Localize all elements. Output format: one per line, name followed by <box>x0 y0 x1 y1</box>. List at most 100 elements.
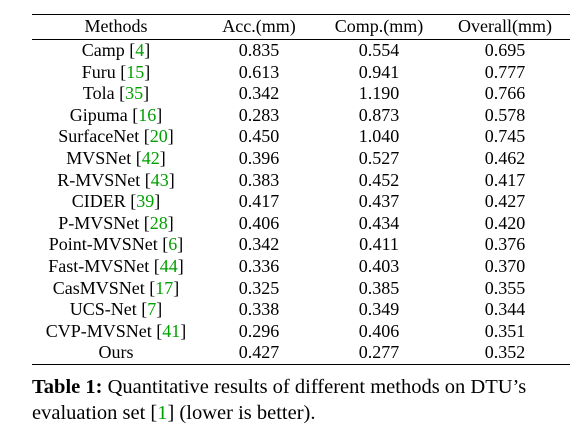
accuracy-cell: 0.296 <box>238 320 280 341</box>
overall-cell: 0.370 <box>484 255 526 276</box>
method-cell: CasMVSNet [17] <box>32 278 200 300</box>
citation-bracket-close: ] <box>144 61 151 82</box>
table-caption: Table 1: Quantitative results of differe… <box>32 374 572 426</box>
method-cell: MVSNet [42] <box>32 148 200 170</box>
citation-bracket-open: [ <box>140 169 151 190</box>
completeness-cell: 0.437 <box>358 191 400 212</box>
citation-link[interactable]: 28 <box>149 212 168 233</box>
method-name: SurfaceNet <box>58 126 140 147</box>
completeness-cell: 0.873 <box>358 104 400 125</box>
overall-cell: 0.344 <box>484 299 526 320</box>
citation-link[interactable]: 39 <box>136 191 155 212</box>
caption-text-before: Quantitative results of different method… <box>32 376 527 424</box>
header-methods: Methods <box>84 16 148 37</box>
method-cell: R-MVSNet [43] <box>32 170 200 192</box>
citation-link[interactable]: 15 <box>126 61 145 82</box>
method-name: Fast-MVSNet <box>48 255 150 276</box>
citation-link[interactable]: 17 <box>155 277 174 298</box>
method-cell: Point-MVSNet [6] <box>32 234 200 256</box>
completeness-cell: 0.411 <box>359 234 399 255</box>
method-name: CIDER <box>71 191 126 212</box>
citation-bracket-close: ] <box>143 83 150 104</box>
citation-bracket-close: ] <box>173 277 180 298</box>
citation-bracket-close: ] <box>177 234 184 255</box>
overall-cell: 0.420 <box>484 212 526 233</box>
citation-bracket-close: ] <box>167 212 174 233</box>
method-name: R-MVSNet <box>57 169 141 190</box>
citation-link[interactable]: 41 <box>162 320 181 341</box>
citation-bracket-open: [ <box>125 191 137 212</box>
caption-citation-link[interactable]: 1 <box>157 402 168 424</box>
caption-text-after: ] (lower is better). <box>167 402 316 424</box>
overall-cell: 0.352 <box>484 342 526 363</box>
method-cell: UCS-Net [7] <box>32 299 200 321</box>
citation-link[interactable]: 20 <box>149 126 168 147</box>
citation-link[interactable]: 44 <box>159 255 178 276</box>
overall-cell: 0.376 <box>484 234 526 255</box>
citation-link[interactable]: 35 <box>125 83 144 104</box>
citation-bracket-open: [ <box>149 255 160 276</box>
method-name: CasMVSNet <box>52 277 145 298</box>
accuracy-cell: 0.342 <box>238 83 280 104</box>
citation-bracket-open: [ <box>124 40 136 60</box>
citation-bracket-close: ] <box>180 320 187 341</box>
table-row: R-MVSNet [43] 0.383 0.452 0.417 <box>32 170 570 192</box>
table-body: Camp [4] 0.835 0.554 0.695 Furu [15] 0.613 0.9… <box>32 40 570 365</box>
citation-link[interactable]: 6 <box>168 234 178 255</box>
table-row: CVP-MVSNet [41] 0.296 0.406 0.351 <box>32 321 570 343</box>
method-name: Gipuma <box>69 104 128 125</box>
header-completeness: Comp.(mm) <box>334 16 424 37</box>
header-overall: Overall(mm) <box>458 16 552 37</box>
citation-link[interactable]: 16 <box>138 104 157 125</box>
accuracy-cell: 0.450 <box>238 126 280 147</box>
method-name: Camp <box>81 40 125 60</box>
completeness-cell: 0.434 <box>358 212 400 233</box>
table-row: Tola [35] 0.342 1.190 0.766 <box>32 83 570 105</box>
completeness-cell: 0.349 <box>358 299 400 320</box>
completeness-cell: 0.527 <box>358 147 400 168</box>
table-row: CIDER [39] 0.417 0.437 0.427 <box>32 191 570 213</box>
citation-bracket-open: [ <box>115 61 127 82</box>
citation-bracket-open: [ <box>114 83 126 104</box>
citation-bracket-close: ] <box>156 299 163 320</box>
table-row: P-MVSNet [28] 0.406 0.434 0.420 <box>32 213 570 235</box>
citation-bracket-close: ] <box>156 104 163 125</box>
completeness-cell: 1.190 <box>358 83 400 104</box>
accuracy-cell: 0.338 <box>238 299 280 320</box>
accuracy-cell: 0.613 <box>238 61 280 82</box>
overall-cell: 0.351 <box>484 320 526 341</box>
completeness-cell: 0.941 <box>358 61 400 82</box>
citation-link[interactable]: 42 <box>141 147 160 168</box>
results-table-container: Methods Acc.(mm) Comp.(mm) Overall(mm) C… <box>32 14 570 365</box>
completeness-cell: 0.385 <box>358 277 400 298</box>
accuracy-cell: 0.406 <box>238 212 280 233</box>
accuracy-cell: 0.835 <box>238 40 280 60</box>
method-cell: CIDER [39] <box>32 191 200 213</box>
method-cell: SurfaceNet [20] <box>32 126 200 148</box>
accuracy-cell: 0.336 <box>238 255 280 276</box>
method-cell: Ours <box>32 342 200 364</box>
overall-cell: 0.578 <box>484 104 526 125</box>
completeness-cell: 0.403 <box>358 255 400 276</box>
citation-bracket-open: [ <box>157 234 169 255</box>
table-row: Camp [4] 0.835 0.554 0.695 <box>32 40 570 62</box>
overall-cell: 0.766 <box>484 83 526 104</box>
citation-link[interactable]: 4 <box>135 40 145 60</box>
citation-link[interactable]: 43 <box>150 169 169 190</box>
method-name: Tola <box>82 83 115 104</box>
accuracy-cell: 0.283 <box>238 104 280 125</box>
citation-bracket-open: [ <box>139 126 150 147</box>
method-cell: Camp [4] <box>32 40 200 62</box>
citation-bracket-open: [ <box>127 104 139 125</box>
citation-link[interactable]: 7 <box>147 299 157 320</box>
overall-cell: 0.462 <box>484 147 526 168</box>
completeness-cell: 1.040 <box>358 126 400 147</box>
method-name: Point-MVSNet <box>48 234 158 255</box>
citation-bracket-open: [ <box>151 320 163 341</box>
table-row: Fast-MVSNet [44] 0.336 0.403 0.370 <box>32 256 570 278</box>
table-row: SurfaceNet [20] 0.450 1.040 0.745 <box>32 126 570 148</box>
citation-bracket-close: ] <box>168 169 175 190</box>
overall-cell: 0.777 <box>484 61 526 82</box>
method-name: Furu <box>81 61 116 82</box>
accuracy-cell: 0.427 <box>238 342 280 363</box>
